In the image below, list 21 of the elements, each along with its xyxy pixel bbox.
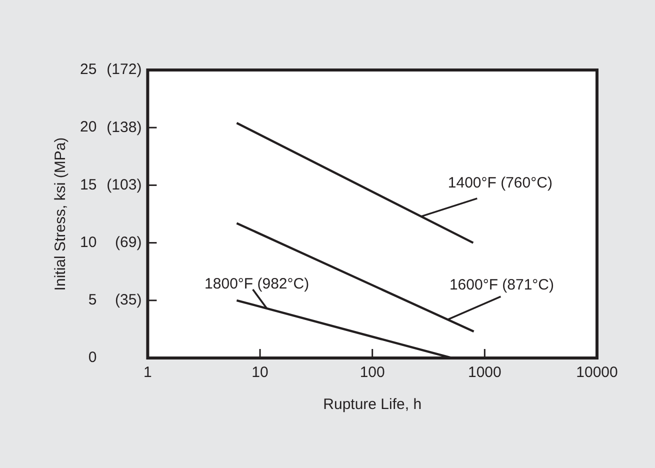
x-tick-label: 1000	[468, 364, 502, 382]
y-tick-label: 0	[88, 349, 97, 366]
series-label: 1800°F (982°C)	[204, 276, 310, 293]
x-tick-label: 1	[144, 364, 152, 382]
y2-tick-label: (69)	[115, 234, 142, 252]
y2-tick-label: (138)	[106, 118, 142, 136]
text: 1400°F (760°C)	[448, 174, 552, 192]
y-tick-label: 5	[88, 292, 97, 309]
series-label: 1600°F (871°C)	[449, 276, 554, 294]
y-tick-label: 20	[80, 118, 97, 136]
y2-tick-label: (172)	[106, 61, 142, 78]
x-tick-label: 100	[360, 364, 385, 382]
x-tick-label: 10	[252, 364, 268, 382]
y-tick-label: 10	[80, 234, 97, 251]
y-tick-label: 15	[80, 176, 97, 194]
x-tick-label: 10000	[576, 364, 618, 382]
x-axis-title: Rupture Life, h	[323, 396, 422, 414]
y-tick-label: 25	[80, 61, 97, 78]
y2-tick-label: (35)	[115, 292, 142, 309]
y-axis-title: Initial Stress, ksi (MPa)	[52, 137, 70, 291]
y2-tick-label: (103)	[106, 176, 142, 194]
